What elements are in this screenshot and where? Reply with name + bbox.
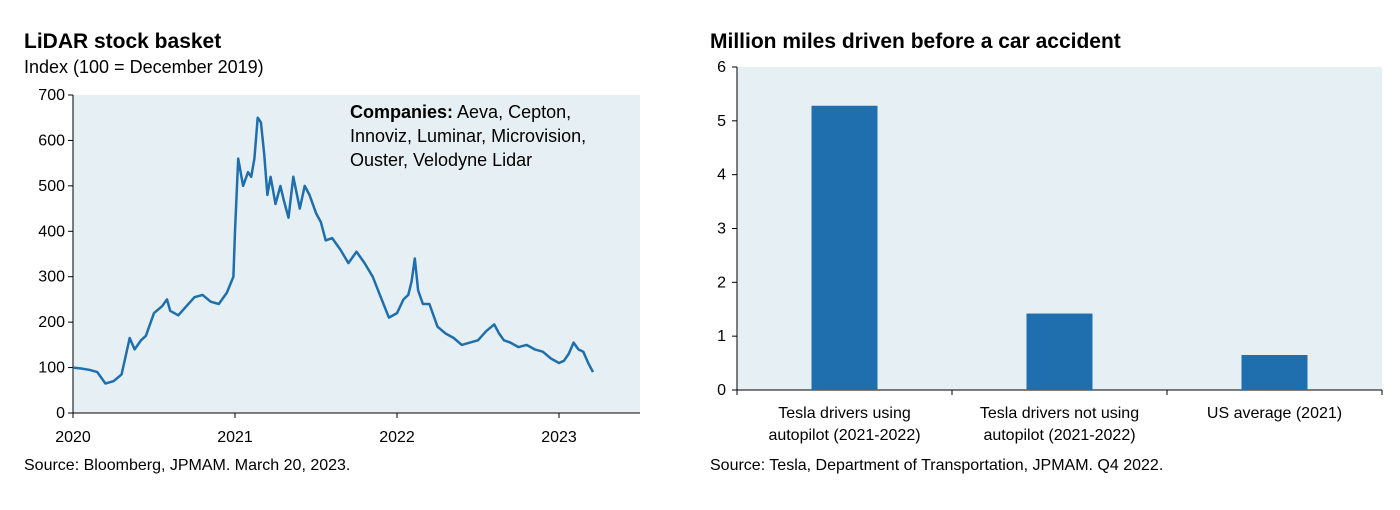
y-tick-label: 2	[717, 274, 726, 291]
x-tick-label: 2023	[541, 429, 577, 446]
y-tick-label: 0	[717, 382, 726, 399]
lidar-chart-panel: LiDAR stock basket Index (100 = December…	[0, 0, 680, 510]
companies-label: Companies:	[350, 102, 453, 122]
plot-area	[73, 95, 640, 413]
y-tick-label: 1	[717, 328, 726, 345]
category-label: autopilot (2021-2022)	[983, 427, 1135, 444]
bar	[1241, 355, 1308, 390]
chart-source: Source: Tesla, Department of Transportat…	[710, 457, 1164, 474]
y-tick-label: 100	[38, 360, 65, 377]
category-label: US average (2021)	[1207, 405, 1342, 422]
y-tick-label: 200	[38, 314, 65, 331]
chart-subtitle: Index (100 = December 2019)	[24, 57, 264, 77]
chart-source: Source: Bloomberg, JPMAM. March 20, 2023…	[24, 457, 351, 474]
bar-chart: 0 1 2 3 4 5 6 Tesla drivers using autopilot (202…	[717, 59, 1383, 444]
miles-chart-panel: Million miles driven before a car accide…	[700, 0, 1400, 510]
companies-annotation-line: Ouster, Velodyne Lidar	[350, 150, 532, 170]
y-tick-label: 700	[38, 87, 65, 104]
x-tick-label: 2022	[379, 429, 415, 446]
category-label: Tesla drivers not using	[980, 405, 1139, 422]
y-tick-label: 400	[38, 223, 65, 240]
category-label: autopilot (2021-2022)	[768, 427, 920, 444]
y-tick-label: 4	[717, 167, 726, 184]
y-tick-label: 0	[56, 405, 65, 422]
chart-title: Million miles driven before a car accide…	[710, 30, 1121, 53]
chart-title: LiDAR stock basket	[24, 30, 222, 53]
category-label: Tesla drivers using	[778, 405, 911, 422]
y-tick-label: 6	[717, 59, 726, 76]
y-tick-label: 500	[38, 178, 65, 195]
y-tick-label: 600	[38, 132, 65, 149]
x-tick-label: 2020	[55, 429, 91, 446]
y-tick-label: 300	[38, 269, 65, 286]
companies-annotation-line: Companies: Aeva, Cepton,	[350, 102, 571, 122]
bar	[1026, 313, 1093, 390]
x-tick-label: 2021	[217, 429, 253, 446]
bar	[811, 105, 878, 390]
companies-annotation-line: Innoviz, Luminar, Microvision,	[350, 126, 586, 146]
line-chart: 0 100 200 300 400 500 600 700 2020 2021 2022 2023 Co…	[38, 87, 640, 446]
companies-text: Aeva, Cepton,	[453, 102, 571, 122]
y-tick-label: 3	[717, 221, 726, 238]
y-tick-label: 5	[717, 113, 726, 130]
index-line	[72, 116, 595, 385]
